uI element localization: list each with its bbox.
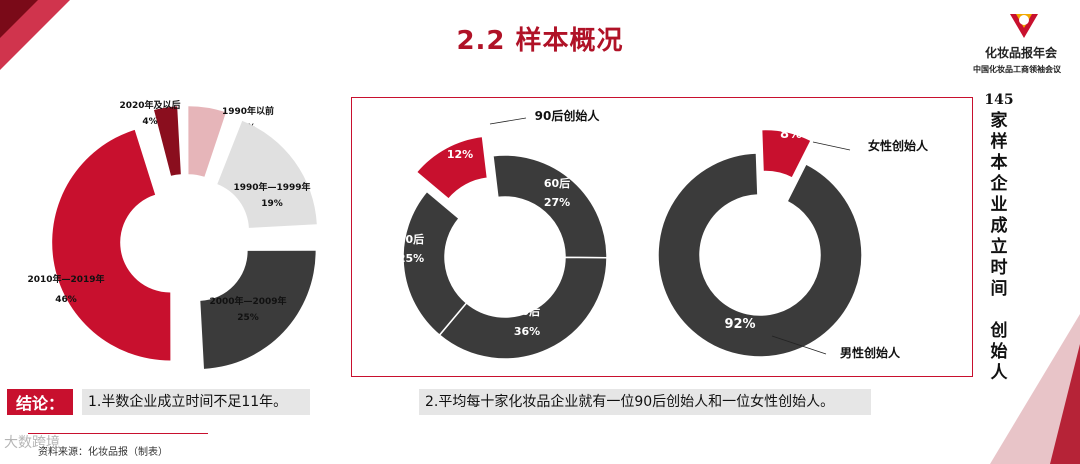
side-caption: 145 家样本企业成立时间 创始人 <box>984 90 1014 384</box>
slice-value-label: 25% <box>398 252 424 265</box>
slice-value-label: 12% <box>447 148 473 161</box>
slice-value-label: 46% <box>55 295 77 305</box>
slice-category-label: 1990年以前 <box>222 105 274 117</box>
donut-slice <box>200 250 316 369</box>
slice-category-label: 1990年—1999年 <box>233 181 310 193</box>
corner-decoration <box>0 0 38 38</box>
slice-value-label: 36% <box>514 325 540 338</box>
leader-line <box>489 117 527 125</box>
slice-category-label: 2000年—2009年 <box>209 295 286 307</box>
slice-category-label: 2020年及以后 <box>119 99 180 111</box>
source-note: 资料来源：化妆品报（制表） <box>38 447 168 458</box>
donut-slice <box>154 106 181 176</box>
donut-slice <box>217 120 317 228</box>
brand-logo-icon <box>1010 14 1038 38</box>
donut-slice <box>415 135 489 201</box>
donut-slice <box>657 152 863 358</box>
conclusion-tag: 结论： <box>7 389 73 415</box>
leader-line <box>771 335 827 355</box>
slice-category-label: 80后 <box>398 232 424 246</box>
corner-decoration <box>1050 344 1080 464</box>
watermark: 大数跨境 <box>4 435 60 451</box>
side-caption-text: 家样本企业成立时间 创始人 <box>990 111 1008 383</box>
slice-category-label: 2010年—2019年 <box>27 273 104 285</box>
divider <box>28 433 208 434</box>
slice-value-label: 25% <box>237 313 259 323</box>
conclusion-point-1: 1.半数企业成立时间不足11年。 <box>82 389 310 415</box>
slice-value-label: 92% <box>724 317 755 332</box>
donut-slice <box>188 106 227 177</box>
donut-slice <box>760 128 813 180</box>
slice-value-label: 4% <box>142 117 157 127</box>
brand-name: 化妆品报年会 <box>984 46 1057 60</box>
conclusion-point-2: 2.平均每十家化妆品企业就有一位90后创始人和一位女性创始人。 <box>419 389 871 415</box>
donut-slice <box>492 154 608 259</box>
slice-category-label: 60后 <box>544 176 570 190</box>
page-title: 2.2 样本概况 <box>456 26 624 56</box>
donut-slice <box>402 190 468 337</box>
slice-category-label: 70后 <box>514 304 540 318</box>
legend-label-male-founder: 男性创始人 <box>840 345 901 360</box>
slice-value-label: 8% <box>780 127 802 142</box>
donut-slice <box>438 256 608 360</box>
side-caption-number: 145 <box>984 92 1014 108</box>
slice-value-label: 19% <box>261 199 283 209</box>
slice-value-label: 27% <box>544 196 570 209</box>
brand-subtitle: 中国化妆品工商领袖会议 <box>973 65 1061 74</box>
founder-charts-frame <box>351 97 973 377</box>
legend-label-female-founder: 女性创始人 <box>868 138 929 153</box>
legend-label-90s-founder: 90后创始人 <box>535 108 601 123</box>
donut-slice <box>52 129 171 361</box>
leader-line <box>812 141 851 151</box>
